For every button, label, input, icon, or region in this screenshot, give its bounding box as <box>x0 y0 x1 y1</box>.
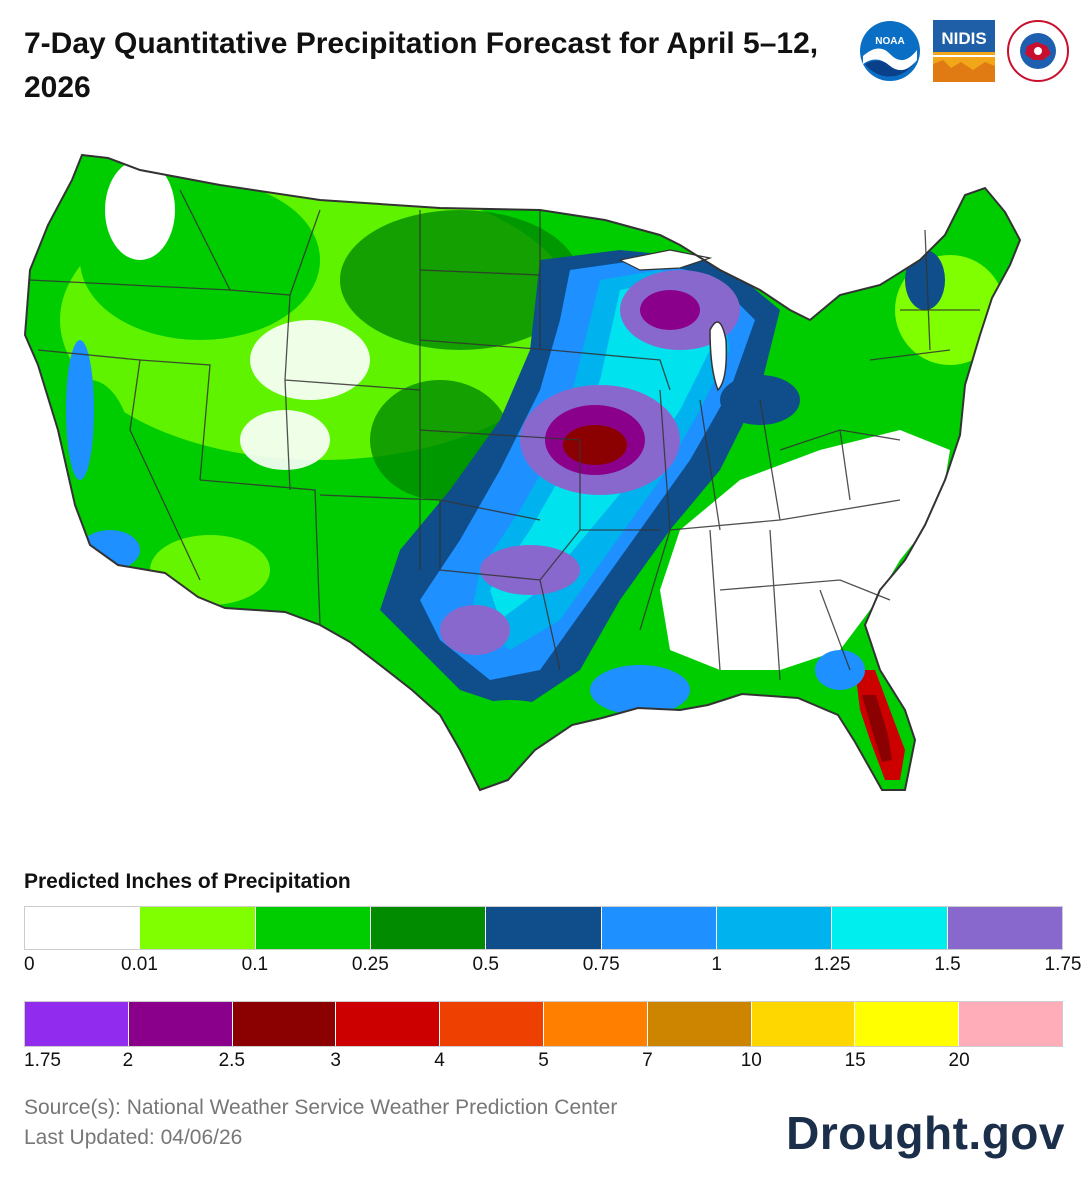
legend-swatch <box>959 1002 1062 1046</box>
legend-tick-label: 5 <box>538 1050 549 1071</box>
legend-swatch <box>486 907 602 949</box>
legend-tick-label: 7 <box>642 1050 653 1071</box>
legend-swatch <box>440 1002 544 1046</box>
svg-text:NOAA: NOAA <box>875 36 904 47</box>
drought-gov-brand[interactable]: Drought.gov <box>786 1107 1065 1159</box>
legend-swatch <box>370 907 487 949</box>
legend-tick-label: 15 <box>844 1050 866 1071</box>
legend-tick-label: 0.5 <box>472 954 499 975</box>
legend-tick-label: 1.5 <box>934 954 961 975</box>
legend-tick-label: 1.75 <box>1044 954 1082 975</box>
last-updated: Last Updated: 04/06/26 <box>24 1126 243 1149</box>
legend-swatch <box>751 1002 856 1046</box>
legend-tick-label: 2.5 <box>218 1050 246 1071</box>
legend-tick-label: 4 <box>434 1050 445 1071</box>
legend-swatch <box>647 1002 752 1046</box>
legend-swatch <box>128 1002 233 1046</box>
source-text: Source(s): National Weather Service Weat… <box>24 1096 618 1119</box>
page-title: 7-Day Quantitative Precipitation Forecas… <box>24 27 819 104</box>
legend-swatch <box>232 1002 337 1046</box>
legend-swatch <box>255 907 371 949</box>
legend-swatch <box>543 1002 648 1046</box>
svg-text:NIDIS: NIDIS <box>941 29 986 48</box>
noaa-logo: NOAA <box>860 21 920 81</box>
legend-tick-label: 2 <box>122 1050 134 1071</box>
legend-tick-label: 0.25 <box>351 954 389 975</box>
legend-swatch <box>947 907 1062 949</box>
source-info: Source(s): National Weather Service Weat… <box>24 1093 617 1153</box>
legend-swatch <box>25 1002 129 1046</box>
legend-swatch <box>832 907 948 949</box>
legend-tick-label: 0.01 <box>120 954 158 975</box>
legend-swatch <box>716 907 833 949</box>
legend-tick-label: 1.25 <box>813 954 851 975</box>
legend-tick-label: 10 <box>740 1050 762 1071</box>
legend-tick-label: 20 <box>948 1050 970 1071</box>
logo-bar: NOAA NIDIS <box>859 20 1069 82</box>
legend-tick-label: 3 <box>330 1050 341 1071</box>
legend-ticks-row-1: 0 0.01 0.1 0.25 0.5 0.75 1 1.25 1.5 1.75 <box>24 954 1081 980</box>
legend-tick-label: 0.75 <box>582 954 620 975</box>
us-precipitation-map-icon <box>24 154 1021 791</box>
legend-tick-label: 1.75 <box>24 1050 61 1071</box>
legend-scale-row-2 <box>24 1001 1063 1047</box>
legend-scale-row-1 <box>24 906 1063 950</box>
nws-logo <box>1007 20 1069 82</box>
legend-swatch <box>855 1002 960 1046</box>
legend-swatch <box>25 907 141 949</box>
precipitation-map <box>20 150 1070 820</box>
legend-tick-label: 0.1 <box>241 954 269 975</box>
legend-swatch <box>140 907 256 949</box>
legend-swatch <box>336 1002 441 1046</box>
legend-tick-label: 1 <box>711 954 722 975</box>
legend-ticks-row-2: 1.75 2 2.5 3 4 5 7 10 15 20 <box>24 1050 1063 1076</box>
legend-tick-label: 0 <box>24 954 35 975</box>
legend-swatch <box>601 907 717 949</box>
legend-title: Predicted Inches of Precipitation <box>24 870 351 893</box>
nidis-logo: NIDIS <box>933 20 995 82</box>
